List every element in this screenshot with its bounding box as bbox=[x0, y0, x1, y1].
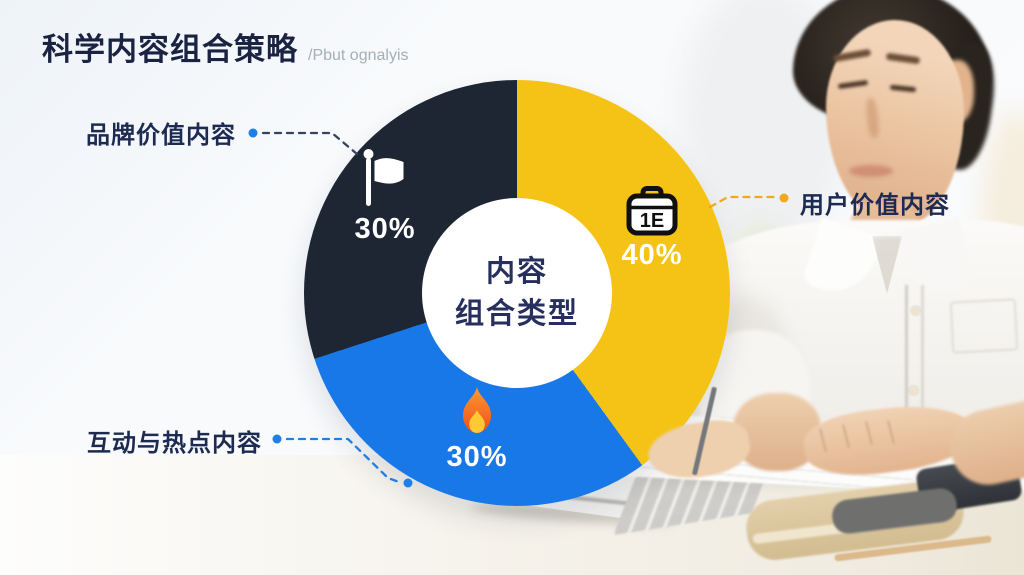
pct-label-brand: 30% bbox=[354, 213, 416, 245]
photo-shirt-placket bbox=[905, 285, 908, 480]
chart-center-title-line1: 内容 bbox=[485, 256, 548, 288]
photo-shirt-placket bbox=[921, 285, 924, 480]
page-subtitle: /Pbut ognalyis bbox=[308, 47, 409, 64]
briefcase-icon-text: 1E bbox=[640, 210, 664, 232]
flag-icon bbox=[363, 149, 403, 206]
briefcase-icon: 1E bbox=[626, 186, 678, 236]
callout-label-interactive: 互动与热点内容 bbox=[87, 430, 262, 457]
connector-dot-interactive bbox=[272, 434, 282, 444]
photo-shirt-pocket bbox=[949, 298, 1019, 354]
photo-man-mouth bbox=[849, 165, 893, 177]
slide-header: 科学内容组合策略 /Pbut ognalyis bbox=[42, 24, 409, 69]
callout-label-user: 用户价值内容 bbox=[800, 192, 950, 219]
connector-dot-brand bbox=[248, 128, 258, 138]
callout-label-brand: 品牌价值内容 bbox=[86, 122, 236, 149]
flame-icon bbox=[462, 387, 492, 434]
pct-label-interactive: 30% bbox=[446, 441, 508, 473]
photo-shirt-button bbox=[911, 306, 920, 315]
segment-annotation-user: 1E 40% bbox=[604, 186, 700, 272]
connector-line-brand bbox=[261, 131, 359, 156]
segment-annotation-brand: 30% bbox=[345, 148, 425, 246]
segment-annotation-interactive: 30% bbox=[437, 386, 517, 474]
page-title: 科学内容组合策略 bbox=[42, 32, 298, 67]
photo-shirt-button bbox=[909, 386, 918, 395]
donut-hole: 内容 组合类型 bbox=[422, 198, 612, 388]
chart-center-title-line2: 组合类型 bbox=[454, 298, 579, 330]
pct-label-user: 40% bbox=[621, 239, 683, 271]
